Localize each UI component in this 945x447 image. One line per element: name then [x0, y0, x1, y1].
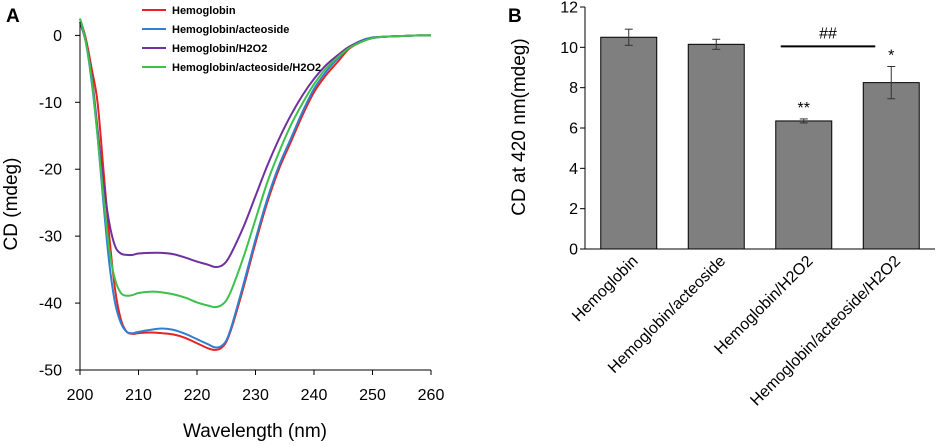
- panel-b-y-axis-label: CD at 420 nm(mdeg): [509, 38, 530, 215]
- panel-a-y-tick-label: -50: [39, 363, 62, 380]
- series-line-4: [79, 18, 432, 309]
- category-label-4: Hemoglobin/acteoside/H2O2: [747, 253, 904, 410]
- panel-a-x-tick-label: 250: [359, 387, 386, 404]
- panel-a-y-axis-label: CD (mdeg): [1, 158, 22, 251]
- panel-b-y-tick-label: 10: [560, 40, 578, 57]
- category-label-1: Hemoglobin: [569, 253, 641, 325]
- panel-b-y-tick-label: 12: [560, 0, 578, 17]
- panel-a-x-tick-label: 230: [242, 387, 269, 404]
- panel-a-y-tick-label: -20: [39, 162, 62, 179]
- panel-a-y-tick-label: -40: [39, 296, 62, 313]
- panel-a-x-tick-label: 210: [125, 387, 152, 404]
- bar-3: [775, 120, 833, 250]
- panel-a-x-tick-label: 260: [418, 387, 445, 404]
- panel-a-line-chart: A 200 210 220 230 240 250 2600-10-20-30-40-50 …: [1, 5, 444, 442]
- panel-b-y-tick-label: 2: [569, 201, 578, 218]
- panel-a-x-tick-label: 240: [301, 387, 328, 404]
- significance-marker-3: **: [798, 100, 810, 117]
- panel-a-legend: Hemoglobin Hemoglobin/acteoside Hemoglobin…: [142, 5, 321, 74]
- panel-b-y-tick-label: 4: [569, 161, 578, 178]
- panel-b-y-tick-label: 8: [569, 80, 578, 97]
- series-line-3: [79, 21, 432, 269]
- panel-b-y-tick-label: 6: [569, 121, 578, 138]
- panel-a-label: A: [6, 6, 20, 27]
- legend-label-2: Hemoglobin/acteoside: [172, 24, 289, 36]
- significance-marker-4: *: [888, 47, 894, 64]
- legend-label-1: Hemoglobin: [172, 5, 236, 17]
- panel-a-x-tick-label: 220: [184, 387, 211, 404]
- panel-a-y-tick-label: -30: [39, 229, 62, 246]
- legend-label-3: Hemoglobin/H2O2: [172, 43, 267, 55]
- category-label-3: Hemoglobin/H2O2: [711, 253, 816, 358]
- panel-a-x-tick-label: 200: [67, 387, 94, 404]
- panel-a-x-axis-label: Wavelength (nm): [183, 421, 327, 442]
- panel-a-y-tick-label: -10: [39, 95, 62, 112]
- bar-4: [862, 82, 920, 250]
- comparison-marker: ##: [819, 25, 837, 42]
- panel-a-y-tick-label: 0: [53, 28, 62, 45]
- legend-label-4: Hemoglobin/acteoside/H2O2: [172, 62, 321, 74]
- panel-b-label: B: [508, 6, 522, 27]
- panel-b-y-tick-label: 0: [569, 242, 578, 259]
- bar-2: [687, 43, 745, 250]
- bar-1: [600, 36, 658, 250]
